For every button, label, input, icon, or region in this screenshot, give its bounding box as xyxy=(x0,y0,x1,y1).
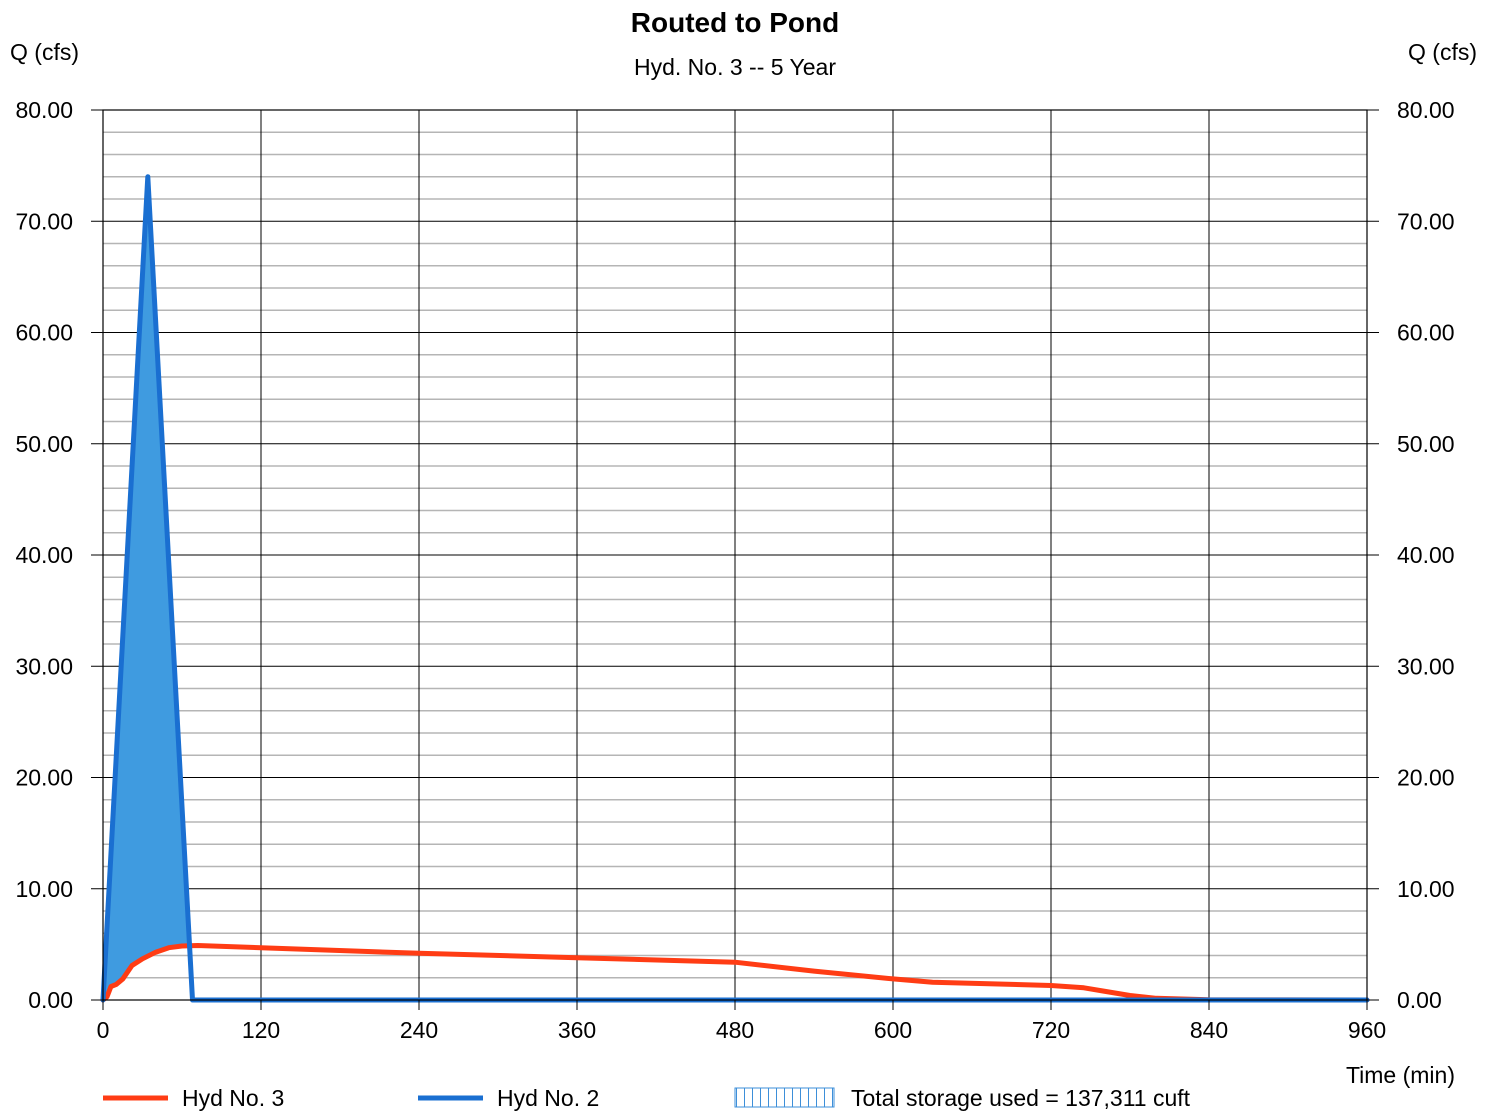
y-tick-label-left: 0.00 xyxy=(28,987,73,1013)
x-tick-label: 840 xyxy=(1190,1017,1228,1043)
y-tick-label-right: 30.00 xyxy=(1397,653,1455,679)
y-axis-label-left: Q (cfs) xyxy=(10,39,79,65)
tick-labels: 0.00 0.00 10.00 10.00 20.00 20.00 30.00 30.00 40… xyxy=(15,97,1454,1043)
x-tick-label: 600 xyxy=(874,1017,912,1043)
y-tick-label-right: 20.00 xyxy=(1397,765,1455,791)
x-tick-label: 480 xyxy=(716,1017,754,1043)
storage-area xyxy=(103,176,193,1001)
y-tick-label-left: 20.00 xyxy=(15,765,73,791)
legend-label-hyd-3: Hyd No. 3 xyxy=(182,1085,284,1111)
storage-area-fill xyxy=(103,176,193,1001)
y-tick-label-right: 50.00 xyxy=(1397,431,1455,457)
chart-subtitle: Hyd. No. 3 -- 5 Year xyxy=(634,54,836,80)
x-tick-label: 120 xyxy=(242,1017,280,1043)
y-tick-label-right: 10.00 xyxy=(1397,876,1455,902)
legend-label-storage: Total storage used = 137,311 cuft xyxy=(851,1085,1191,1111)
y-tick-label-left: 50.00 xyxy=(15,431,73,457)
y-tick-label-left: 60.00 xyxy=(15,320,73,346)
y-tick-label-right: 40.00 xyxy=(1397,542,1455,568)
x-tick-label: 240 xyxy=(400,1017,438,1043)
x-tick-label: 360 xyxy=(558,1017,596,1043)
x-tick-label: 0 xyxy=(97,1017,110,1043)
y-tick-label-right: 70.00 xyxy=(1397,208,1455,234)
y-tick-label-left: 30.00 xyxy=(15,653,73,679)
y-axis-label-right: Q (cfs) xyxy=(1408,39,1477,65)
y-tick-label-left: 40.00 xyxy=(15,542,73,568)
x-tick-label: 960 xyxy=(1348,1017,1386,1043)
y-tick-label-right: 80.00 xyxy=(1397,97,1455,123)
chart-title: Routed to Pond xyxy=(631,7,839,38)
y-tick-label-right: 60.00 xyxy=(1397,320,1455,346)
legend-label-hyd-2: Hyd No. 2 xyxy=(497,1085,599,1111)
axis-ticks xyxy=(91,109,1379,1010)
legend-swatch-storage xyxy=(734,1087,835,1108)
legend: Hyd No. 3 Hyd No. 2 Total storage used =… xyxy=(103,1085,1191,1111)
series-line-hyd-3 xyxy=(100,943,1370,1003)
x-tick-label: 720 xyxy=(1032,1017,1070,1043)
y-tick-label-left: 10.00 xyxy=(15,876,73,902)
y-tick-label-right: 0.00 xyxy=(1397,987,1442,1013)
x-axis-label: Time (min) xyxy=(1346,1062,1455,1088)
y-tick-label-left: 80.00 xyxy=(15,97,73,123)
y-tick-label-left: 70.00 xyxy=(15,208,73,234)
major-gridlines xyxy=(103,110,1367,1000)
